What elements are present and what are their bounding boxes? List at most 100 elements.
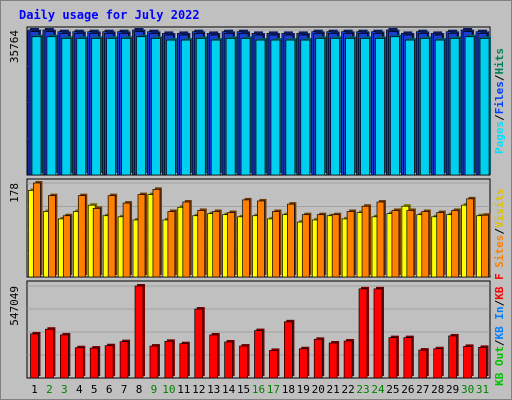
bar-sites-day-10 — [167, 209, 177, 278]
x-tick-label-day-24: 24 — [371, 383, 385, 396]
bar-kb-f-day-21 — [328, 341, 340, 379]
panel-top-bars — [27, 28, 492, 176]
panel-middle-max-label: 178 — [8, 183, 21, 203]
bar-sites-day-11 — [182, 200, 192, 278]
x-axis-day-labels: 1 2 3 4 5 6 7 8 9 10 11 12 13 14 15 16 17 18 19 20 21 22 23 24 2… — [31, 383, 489, 396]
x-tick-label-day-6: 6 — [106, 383, 113, 396]
bar-sites-day-8 — [137, 192, 148, 278]
bar-pages-day-17 — [270, 38, 282, 176]
x-tick-label-day-27: 27 — [416, 383, 429, 396]
panel-bottom-bars — [30, 284, 489, 379]
bar-pages-day-30 — [464, 34, 477, 176]
bar-sites-day-31 — [481, 213, 491, 278]
bar-pages-day-8 — [136, 34, 148, 176]
bar-kb-f-day-31 — [478, 345, 489, 379]
bar-kb-f-day-16 — [254, 328, 265, 379]
bar-pages-day-22 — [345, 36, 357, 176]
bar-pages-day-29 — [449, 36, 462, 176]
bar-kb-f-day-8 — [134, 284, 146, 379]
bar-pages-day-21 — [330, 36, 342, 176]
x-tick-label-day-26: 26 — [401, 383, 414, 396]
bar-kb-f-day-13 — [209, 332, 220, 379]
x-tick-label-day-2: 2 — [46, 383, 53, 396]
bar-sites-day-6 — [107, 193, 118, 278]
bar-pages-day-5 — [91, 36, 103, 176]
bar-sites-day-26 — [406, 208, 416, 278]
bar-sites-day-4 — [77, 193, 88, 278]
bar-pages-day-26 — [405, 38, 417, 176]
x-tick-label-day-9: 9 — [151, 383, 158, 396]
bar-sites-day-14 — [227, 210, 237, 278]
bar-kb-f-day-24 — [373, 286, 384, 379]
bar-kb-f-day-2 — [45, 327, 56, 379]
bar-kb-f-day-18 — [284, 319, 295, 379]
x-tick-label-day-21: 21 — [327, 383, 340, 396]
bar-sites-day-1 — [33, 181, 43, 278]
bar-kb-f-day-5 — [89, 346, 101, 379]
bar-sites-day-5 — [92, 206, 103, 278]
bar-pages-day-28 — [434, 38, 447, 176]
bar-sites-day-18 — [287, 202, 297, 278]
bar-kb-f-day-11 — [179, 341, 190, 379]
x-tick-label-day-25: 25 — [386, 383, 399, 396]
bar-sites-day-23 — [361, 204, 372, 278]
bar-pages-day-4 — [76, 36, 88, 176]
x-tick-label-day-31: 31 — [476, 383, 489, 396]
bar-sites-day-24 — [376, 200, 386, 278]
bar-pages-day-14 — [225, 36, 238, 176]
x-tick-label-day-16: 16 — [252, 383, 265, 396]
bar-kb-f-day-1 — [30, 331, 41, 379]
bar-kb-f-day-6 — [104, 343, 116, 379]
x-tick-label-day-20: 20 — [312, 383, 325, 396]
bar-pages-day-15 — [240, 36, 253, 176]
x-tick-label-day-12: 12 — [192, 383, 205, 396]
bar-pages-day-19 — [300, 38, 312, 176]
bar-kb-f-day-3 — [59, 332, 71, 379]
bar-sites-day-19 — [301, 212, 312, 278]
bar-pages-day-10 — [166, 38, 178, 176]
x-tick-label-day-28: 28 — [431, 383, 444, 396]
bar-kb-f-day-27 — [418, 348, 429, 379]
x-tick-label-day-1: 1 — [31, 383, 38, 396]
x-tick-label-day-3: 3 — [61, 383, 68, 396]
bar-kb-f-day-14 — [224, 340, 235, 379]
bar-sites-day-22 — [346, 209, 357, 278]
bar-sites-day-15 — [242, 197, 252, 278]
bar-sites-day-30 — [466, 196, 476, 278]
x-tick-label-day-7: 7 — [121, 383, 128, 396]
bar-pages-day-12 — [195, 36, 208, 176]
bar-pages-day-25 — [390, 34, 402, 176]
bar-pages-day-16 — [255, 38, 267, 176]
bar-sites-day-2 — [48, 193, 58, 278]
panel-middle-bars — [28, 181, 491, 278]
bar-kb-f-day-25 — [388, 335, 399, 379]
bar-pages-day-31 — [479, 36, 492, 176]
x-tick-label-day-15: 15 — [237, 383, 250, 396]
bar-pages-day-6 — [106, 36, 118, 176]
bar-kb-f-day-20 — [313, 337, 325, 379]
bar-kb-f-day-10 — [164, 339, 175, 379]
bar-pages-day-18 — [285, 38, 297, 176]
bar-pages-day-9 — [151, 36, 163, 176]
bar-sites-day-3 — [62, 213, 73, 278]
x-tick-label-day-23: 23 — [356, 383, 369, 396]
bar-pages-day-27 — [419, 36, 432, 176]
bar-sites-day-13 — [212, 209, 222, 278]
bar-sites-day-12 — [197, 208, 207, 278]
bar-sites-day-17 — [272, 209, 282, 278]
chart-title: Daily usage for July 2022 — [19, 8, 200, 22]
bar-kb-f-day-4 — [74, 345, 86, 379]
bar-kb-f-day-17 — [269, 348, 280, 379]
x-tick-label-day-8: 8 — [136, 383, 143, 396]
bar-kb-f-day-19 — [298, 346, 310, 379]
bar-sites-day-25 — [391, 208, 401, 278]
panel-bottom: 547049 KB Out/KB In/KB F — [8, 273, 506, 386]
bar-kb-f-day-22 — [343, 339, 355, 379]
x-tick-label-day-4: 4 — [76, 383, 83, 396]
panel-bottom-max-label: 547049 — [8, 286, 21, 326]
x-tick-label-day-5: 5 — [91, 383, 98, 396]
bar-pages-day-11 — [180, 38, 193, 176]
x-tick-label-day-22: 22 — [341, 383, 354, 396]
chart-panels: 35764 Pages/Files/Hits 178 Sites/Visits 5470… — [8, 26, 506, 386]
